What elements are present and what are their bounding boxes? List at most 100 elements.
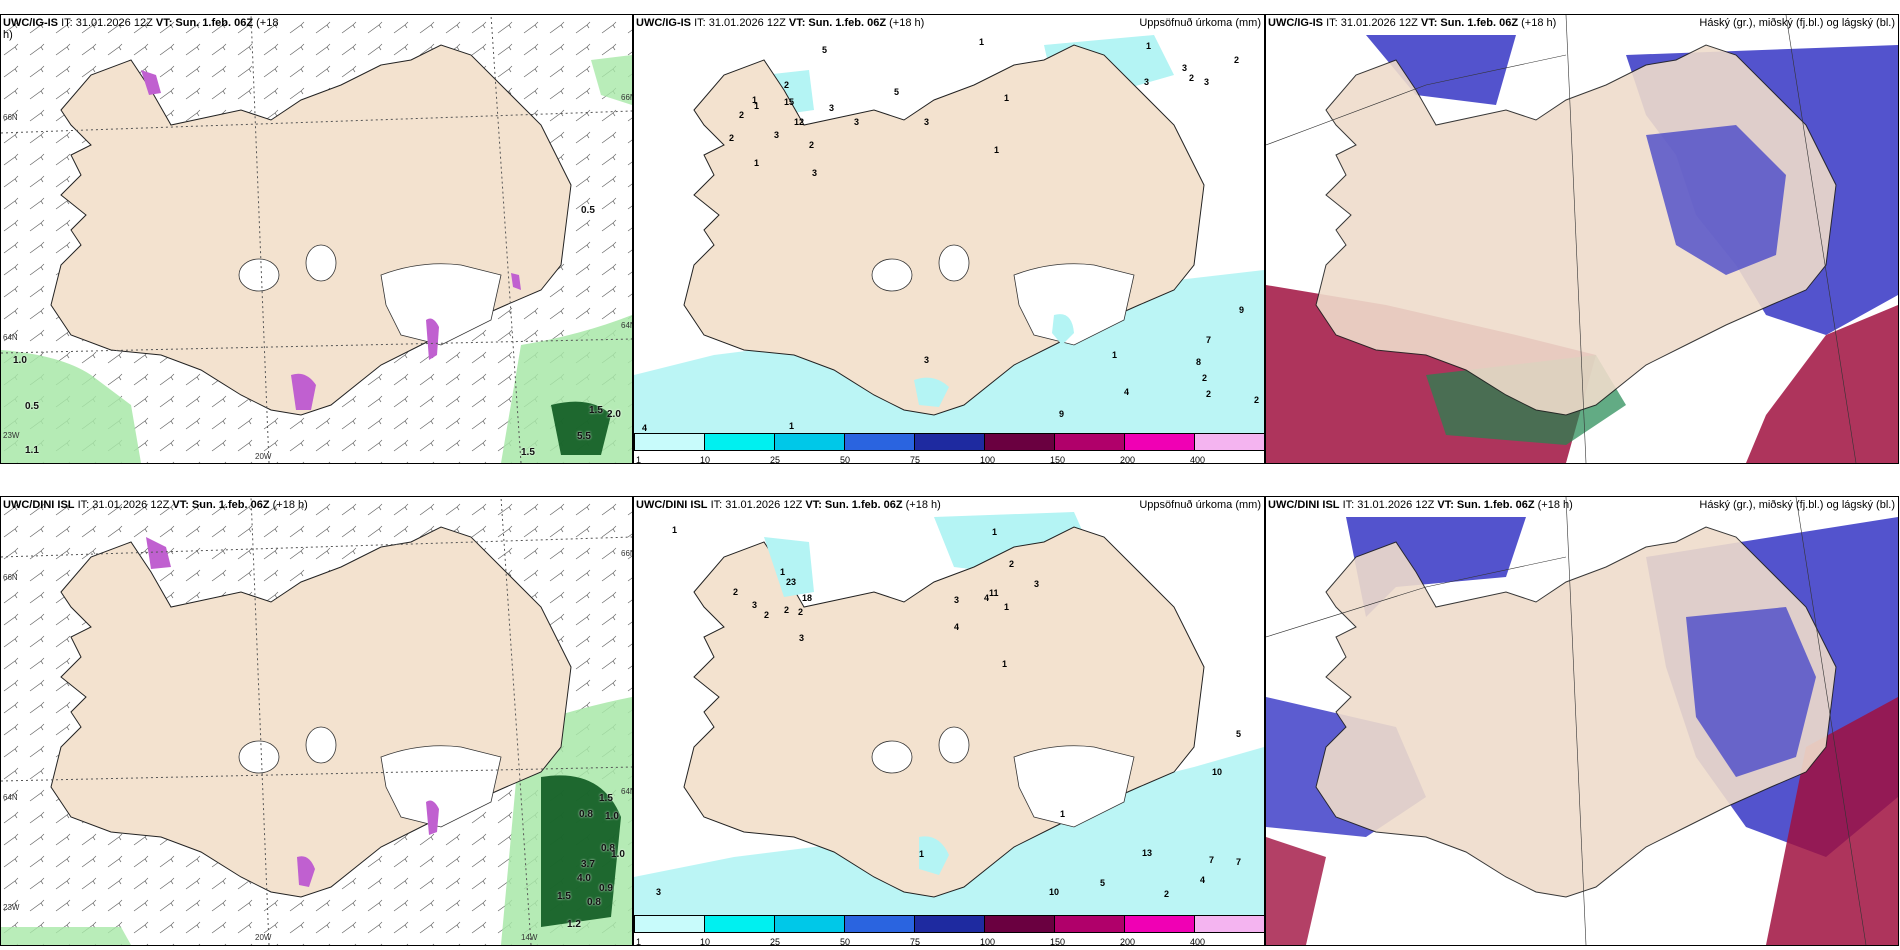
gust-label: 0.8 (601, 843, 615, 854)
precip-value-label: 2 (809, 140, 815, 150)
glacier-langjokull (305, 244, 337, 282)
header-it: IT: 31.01.2026 12Z (77, 499, 170, 511)
colorbar-tick-label: 200 (1120, 455, 1136, 464)
colorbar-swatch (774, 433, 845, 451)
header-model: UWC/IG-IS (1268, 17, 1323, 29)
gust-label: 3.7 (581, 859, 595, 870)
axis-label: 66N (3, 573, 18, 582)
precip-value-label: 4 (954, 622, 960, 632)
header-vt: VT: Sun. 1.feb. 06Z (788, 17, 887, 29)
precip-value-label: 1 (1002, 659, 1008, 669)
header-it: IT: 31.01.2026 12Z (710, 499, 803, 511)
panel-header: UWC/IG-IS IT: 31.01.2026 12Z VT: Sun. 1.… (1268, 17, 1556, 29)
header-it: IT: 31.01.2026 12Z (694, 17, 786, 29)
colorbar-swatch (1194, 915, 1264, 933)
precip-value-label: 4 (642, 423, 648, 433)
cloud-map-panel-dini[interactable]: UWC/DINI ISL IT: 31.01.2026 12Z VT: Sun.… (1265, 496, 1899, 946)
glacier-vatnajokull (380, 745, 502, 828)
colorbar-swatch (914, 915, 985, 933)
precip-value-label: 3 (656, 887, 662, 897)
colorbar-swatch (984, 915, 1055, 933)
precip-value-label: 3 (954, 595, 960, 605)
gust-label: 1.5 (589, 405, 603, 416)
cloud-map-panel-igis[interactable]: UWC/IG-IS IT: 31.01.2026 12Z VT: Sun. 1.… (1265, 14, 1899, 464)
low-cloud-over-land (1646, 125, 1786, 275)
colorbar-tick-label: 25 (770, 455, 781, 464)
precip-value-label: 2 (1254, 395, 1260, 405)
colorbar-tick-label: 100 (980, 937, 996, 946)
colorbar-tick-label: 25 (770, 937, 781, 946)
gust-label: 1.5 (557, 891, 571, 902)
precip-value-label: 9 (1059, 409, 1065, 419)
glacier-langjokull (305, 726, 337, 764)
colorbar-tick-label: 75 (910, 455, 921, 464)
precip-value-label: 1 (780, 567, 786, 577)
precip-value-label: 3 (752, 600, 758, 610)
precip-value-label: 3 (829, 103, 835, 113)
gust-label: 2.0 (607, 409, 621, 420)
gust-label: 1.0 (605, 811, 619, 822)
gust-label: 0.5 (581, 205, 595, 216)
precip-value-label: 7 (1209, 855, 1215, 865)
mid-cloud-sw (1266, 837, 1326, 945)
colorbar-swatch (844, 433, 915, 451)
precip-value-label: 8 (1196, 357, 1202, 367)
gust-label: 5.5 (577, 431, 591, 442)
gust-label: 4.0 (577, 873, 591, 884)
gust-core (541, 775, 621, 927)
panel-title: Háský (gr.), miðský (fj.bl.) og lágský (… (1699, 499, 1895, 511)
lat-line-66n (1, 110, 632, 134)
gust-label: 1.2 (567, 919, 581, 930)
precip-value-label: 5 (822, 45, 828, 55)
precip-value-label: 12 (794, 117, 805, 127)
axis-label: 23W (3, 431, 20, 440)
header-lead: (+18 h) (889, 17, 925, 29)
colorbar-tick-label: 50 (840, 937, 851, 946)
colorbar-tick-label: 75 (910, 937, 921, 946)
grid-line (1565, 15, 1587, 463)
glacier-langjokull (938, 244, 970, 282)
glacier-hofsjokull (238, 258, 280, 292)
snow-spot-3 (146, 537, 171, 569)
precip-value-label: 1 (1112, 350, 1118, 360)
precip-spot-nw (764, 537, 814, 597)
colorbar-swatch (1054, 433, 1125, 451)
gust-core (551, 401, 611, 455)
precip-value-label: 1 (672, 525, 678, 535)
grid-line (1785, 15, 1857, 463)
glacier-vatnajokull (1013, 263, 1135, 346)
header-lead: (+18 h) (272, 499, 308, 511)
gust-label: 0.8 (587, 897, 601, 908)
colorbar-tick-label: 50 (840, 455, 851, 464)
axis-label: 64N (621, 787, 632, 796)
header-model: UWC/DINI ISL (1268, 499, 1340, 511)
colorbar-tick-label: 1 (636, 455, 642, 464)
colorbar-swatch (704, 433, 775, 451)
glacier-hofsjokull (871, 740, 913, 774)
snow-spot-1 (297, 856, 315, 887)
precip-map-panel-dini[interactable]: UWC/DINI ISL IT: 31.01.2026 12Z VT: Sun.… (633, 496, 1265, 946)
precip-spot-south (914, 377, 949, 407)
header-it: IT: 31.01.2026 12Z (1326, 17, 1418, 29)
header-model: UWC/IG-IS (636, 17, 691, 29)
low-cloud-over-land (1686, 607, 1816, 777)
colorbar-tick-label: 10 (700, 455, 711, 464)
gust-label: 1.1 (25, 445, 39, 456)
colorbar-tick-label: 400 (1190, 455, 1206, 464)
precip-value-label: 13 (1142, 848, 1153, 858)
header-it: IT: 31.01.2026 12Z (61, 17, 153, 29)
colorbar-swatch (704, 915, 775, 933)
precip-value-label: 18 (802, 593, 813, 603)
precip-map-panel-igis[interactable]: UWC/IG-IS IT: 31.01.2026 12Z VT: Sun. 1.… (633, 14, 1265, 464)
precip-value-label: 1 (919, 849, 925, 859)
grid-line (1266, 54, 1567, 146)
precip-value-label: 2 (784, 605, 790, 615)
precip-value-label: 2 (739, 110, 745, 120)
glacier-hofsjokull (238, 740, 280, 774)
wind-map-panel-dini[interactable]: UWC/DINI ISL IT: 31.01.2026 12Z VT: Sun.… (0, 496, 633, 946)
glacier-vatnajokull (380, 263, 502, 346)
precip-value-label: 15 (784, 97, 795, 107)
precip-value-label: 7 (1206, 335, 1212, 345)
header-lead: (+18 (256, 17, 279, 29)
wind-map-panel-igis[interactable]: UWC/IG-IS IT: 31.01.2026 12Z VT: Sun. 1.… (0, 14, 633, 464)
